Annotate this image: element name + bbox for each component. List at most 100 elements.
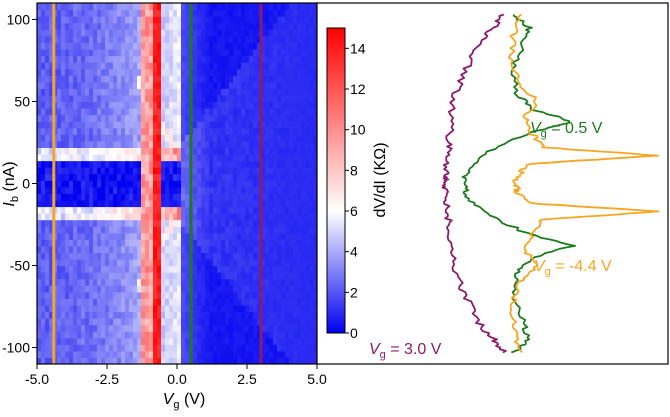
- heatmap-cell: [193, 127, 198, 135]
- heatmap-cell: [241, 265, 246, 273]
- heatmap-cell: [261, 140, 266, 148]
- heatmap-cell: [61, 278, 66, 286]
- heatmap-cell: [301, 68, 306, 76]
- heatmap-cell: [153, 22, 158, 30]
- heatmap-cell: [173, 29, 178, 37]
- heatmap-cell: [237, 272, 242, 280]
- heatmap-cell: [237, 285, 242, 293]
- heatmap-cell: [265, 140, 270, 148]
- heatmap-cell: [305, 298, 310, 306]
- heatmap-cell: [65, 140, 70, 148]
- heatmap-cell: [293, 127, 298, 135]
- heatmap-cell: [61, 153, 66, 162]
- heatmap-cell: [249, 272, 254, 280]
- heatmap-cell: [81, 232, 86, 240]
- heatmap-cell: [73, 127, 78, 135]
- heatmap-cell: [181, 278, 186, 286]
- heatmap-cell: [197, 298, 202, 306]
- heatmap-cell: [85, 213, 90, 221]
- heatmap-cell: [141, 94, 146, 103]
- heatmap-cell: [137, 173, 142, 181]
- heatmap-cell: [229, 350, 234, 359]
- heatmap-cell: [201, 206, 206, 214]
- heatmap-cell: [265, 245, 270, 254]
- heatmap-cell: [65, 88, 70, 96]
- heatmap-cell: [89, 127, 94, 135]
- heatmap-cell: [153, 258, 158, 267]
- heatmap-cell: [261, 16, 266, 24]
- heatmap-cell: [113, 81, 118, 89]
- heatmap-cell: [89, 48, 94, 57]
- heatmap-cell: [293, 75, 298, 83]
- heatmap-cell: [305, 232, 310, 240]
- heatmap-cell: [209, 219, 214, 227]
- heatmap-cell: [257, 344, 262, 352]
- heatmap-cell: [65, 134, 70, 142]
- heatmap-cell: [253, 232, 258, 240]
- heatmap-cell: [73, 75, 78, 83]
- heatmap-cell: [217, 206, 222, 214]
- heatmap-cell: [285, 219, 290, 227]
- heatmap-cell: [205, 180, 210, 188]
- heatmap-cell: [209, 88, 214, 96]
- heatmap-cell: [197, 331, 202, 339]
- heatmap-cell: [165, 344, 170, 352]
- heatmap-cell: [133, 278, 138, 286]
- heatmap-cell: [133, 318, 138, 326]
- heatmap-cell: [45, 94, 50, 103]
- heatmap-cell: [157, 22, 162, 30]
- heatmap-cell: [269, 180, 274, 188]
- heatmap-cell: [117, 272, 122, 280]
- heatmap-cell: [273, 206, 278, 214]
- heatmap-cell: [145, 199, 150, 208]
- heatmap-cell: [137, 232, 142, 240]
- heatmap-cell: [265, 252, 270, 260]
- heatmap-cell: [185, 337, 190, 345]
- heatmap-cell: [125, 278, 130, 286]
- heatmap-cell: [305, 252, 310, 260]
- heatmap-cell: [245, 88, 250, 96]
- heatmap-cell: [153, 147, 158, 155]
- heatmap-cell: [177, 42, 182, 50]
- heatmap-cell: [73, 318, 78, 326]
- heatmap-cell: [73, 62, 78, 70]
- heatmap-cell: [77, 167, 82, 175]
- heatmap-cell: [181, 29, 186, 37]
- heatmap-cell: [265, 193, 270, 201]
- heatmap-cell: [97, 68, 102, 76]
- heatmap-cell: [105, 88, 110, 96]
- heatmap-cell: [37, 22, 42, 30]
- heatmap-cell: [105, 180, 110, 188]
- heatmap-cell: [285, 127, 290, 135]
- heatmap-cell: [69, 278, 74, 286]
- heatmap-cell: [81, 140, 86, 148]
- heatmap-cell: [301, 121, 306, 129]
- heatmap-cell: [137, 3, 142, 11]
- heatmap-cell: [269, 134, 274, 142]
- heatmap-cell: [313, 22, 317, 30]
- heatmap-cell: [161, 219, 166, 227]
- heatmap-cell: [309, 239, 314, 247]
- heatmap-cell: [301, 193, 306, 201]
- heatmap-cell: [181, 239, 186, 247]
- heatmap-cell: [237, 304, 242, 313]
- heatmap-cell: [301, 285, 306, 293]
- heatmap-cell: [253, 252, 258, 260]
- heatmap-cell: [141, 48, 146, 57]
- heatmap-cell: [89, 101, 94, 109]
- heatmap-cell: [101, 94, 106, 103]
- heatmap-cell: [181, 331, 186, 339]
- heatmap-cell: [109, 245, 114, 254]
- heatmap-cell: [217, 81, 222, 89]
- heatmap-cell: [305, 213, 310, 221]
- heatmap-cell: [229, 173, 234, 181]
- heatmap-cell: [101, 245, 106, 254]
- heatmap-cell: [249, 357, 254, 364]
- heatmap-cell: [249, 258, 254, 267]
- heatmap-cell: [73, 258, 78, 267]
- heatmap-cell: [205, 239, 210, 247]
- heatmap-cell: [73, 68, 78, 76]
- heatmap-cell: [225, 232, 230, 240]
- heatmap-cell: [225, 29, 230, 37]
- heatmap-cell: [241, 232, 246, 240]
